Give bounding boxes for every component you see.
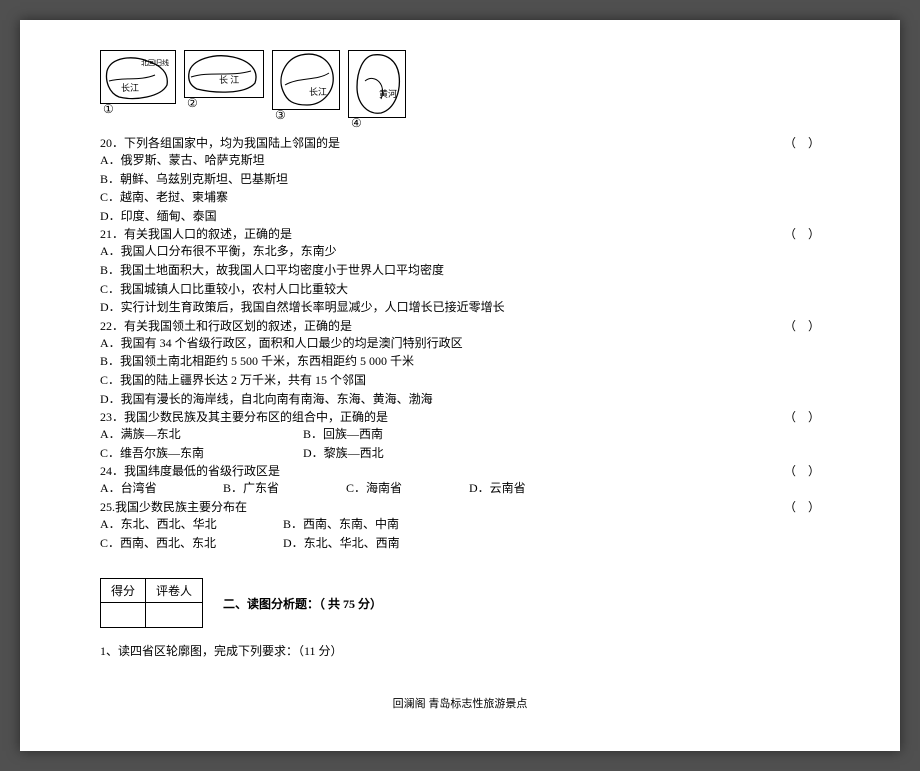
q20-options: A．俄罗斯、蒙古、哈萨克斯坦B．朝鲜、乌兹别克斯坦、巴基斯坦C．越南、老挝、柬埔…: [100, 151, 820, 225]
score-section-block: 得分 评卷人 二、读图分析题：（ 共 75 分）: [100, 578, 820, 628]
q20-opt-2: C．越南、老挝、柬埔寨: [100, 188, 820, 207]
q22-text: 22．有关我国领土和行政区划的叙述，正确的是: [100, 317, 784, 334]
q23-opt-b: B．回族—西南: [303, 427, 383, 441]
q20-paren: （ ）: [784, 134, 820, 151]
q20-opt-1: B．朝鲜、乌兹别克斯坦、巴基斯坦: [100, 170, 820, 189]
svg-text:长江: 长江: [309, 86, 327, 97]
q23-row2: C．维吾尔族—东南 D．黎族—西北: [100, 444, 820, 463]
score-col2: 评卷人: [146, 579, 203, 603]
score-col1: 得分: [101, 579, 146, 603]
q24-opt-a: A．台湾省: [100, 479, 220, 498]
q22-opt-1: B．我国领土南北相距约 5 500 千米，东西相距约 5 000 千米: [100, 352, 820, 371]
q23-stem: 23．我国少数民族及其主要分布区的组合中，正确的是 （ ）: [100, 408, 820, 425]
score-blank1: [101, 603, 146, 628]
document-page: 北回归线长江①长 江②长江③黄河④ 20．下列各组国家中，均为我国陆上邻国的是 …: [20, 20, 900, 751]
q24-text: 24．我国纬度最低的省级行政区是: [100, 462, 784, 479]
q20-stem: 20．下列各组国家中，均为我国陆上邻国的是 （ ）: [100, 134, 820, 151]
q23-text: 23．我国少数民族及其主要分布区的组合中，正确的是: [100, 408, 784, 425]
svg-text:长 江: 长 江: [219, 74, 239, 85]
q24-stem: 24．我国纬度最低的省级行政区是 （ ）: [100, 462, 820, 479]
q23-opt-d: D．黎族—西北: [303, 446, 384, 460]
score-table: 得分 评卷人: [100, 578, 203, 628]
q24-opt-b: B．广东省: [223, 479, 343, 498]
map-box-1: 北回归线长江①: [100, 50, 176, 104]
map-num: ④: [351, 116, 362, 131]
map-num: ①: [103, 102, 114, 117]
q23-paren: （ ）: [784, 408, 820, 425]
svg-text:黄河: 黄河: [379, 88, 397, 99]
q22-opt-0: A．我国有 34 个省级行政区，面积和人口最少的均是澳门特别行政区: [100, 334, 820, 353]
q20-opt-0: A．俄罗斯、蒙古、哈萨克斯坦: [100, 151, 820, 170]
q25-row2: C．西南、西北、东北 D．东北、华北、西南: [100, 534, 820, 553]
read-q1: 1、读四省区轮廓图，完成下列要求：（11 分）: [100, 642, 820, 661]
map-box-2: 长 江②: [184, 50, 264, 98]
q21-options: A．我国人口分布很不平衡，东北多，东南少B．我国土地面积大，故我国人口平均密度小…: [100, 242, 820, 316]
q24-options: A．台湾省 B．广东省 C．海南省 D．云南省: [100, 479, 820, 498]
q25-stem: 25.我国少数民族主要分布在 （ ）: [100, 498, 820, 515]
q21-opt-1: B．我国土地面积大，故我国人口平均密度小于世界人口平均密度: [100, 261, 820, 280]
q22-opt-2: C．我国的陆上疆界长达 2 万千米，共有 15 个邻国: [100, 371, 820, 390]
q20-opt-3: D．印度、缅甸、泰国: [100, 207, 820, 226]
q21-opt-2: C．我国城镇人口比重较小，农村人口比重较大: [100, 280, 820, 299]
q24-opt-c: C．海南省: [346, 479, 466, 498]
q24-opt-d: D．云南省: [469, 481, 526, 495]
svg-text:北回归线: 北回归线: [141, 58, 169, 67]
q25-opt-c: C．西南、西北、东北: [100, 534, 280, 553]
section2-title: 二、读图分析题：（ 共 75 分）: [223, 595, 382, 612]
q22-paren: （ ）: [784, 317, 820, 334]
q22-options: A．我国有 34 个省级行政区，面积和人口最少的均是澳门特别行政区B．我国领土南…: [100, 334, 820, 408]
q25-opt-b: B．西南、东南、中南: [283, 517, 399, 531]
q25-opt-d: D．东北、华北、西南: [283, 536, 400, 550]
map-thumbnails-row: 北回归线长江①长 江②长江③黄河④: [100, 50, 820, 118]
q21-paren: （ ）: [784, 225, 820, 242]
q25-row1: A．东北、西北、华北 B．西南、东南、中南: [100, 515, 820, 534]
q22-opt-3: D．我国有漫长的海岸线，自北向南有南海、东海、黄海、渤海: [100, 390, 820, 409]
score-blank2: [146, 603, 203, 628]
q25-paren: （ ）: [784, 498, 820, 515]
map-num: ②: [187, 96, 198, 111]
q25-text: 25.我国少数民族主要分布在: [100, 498, 784, 515]
q23-row1: A．满族—东北 B．回族—西南: [100, 425, 820, 444]
q20-text: 20．下列各组国家中，均为我国陆上邻国的是: [100, 134, 784, 151]
map-box-4: 黄河④: [348, 50, 406, 118]
q21-opt-3: D．实行计划生育政策后，我国自然增长率明显减少，人口增长已接近零增长: [100, 298, 820, 317]
q21-text: 21．有关我国人口的叙述，正确的是: [100, 225, 784, 242]
svg-text:长江: 长江: [121, 82, 139, 93]
q25-opt-a: A．东北、西北、华北: [100, 515, 280, 534]
map-box-3: 长江③: [272, 50, 340, 110]
q21-opt-0: A．我国人口分布很不平衡，东北多，东南少: [100, 242, 820, 261]
q21-stem: 21．有关我国人口的叙述，正确的是 （ ）: [100, 225, 820, 242]
q23-opt-c: C．维吾尔族—东南: [100, 444, 300, 463]
q24-paren: （ ）: [784, 462, 820, 479]
map-num: ③: [275, 108, 286, 123]
footer-text: 回澜阁 青岛标志性旅游景点: [100, 695, 820, 711]
q22-stem: 22．有关我国领土和行政区划的叙述，正确的是 （ ）: [100, 317, 820, 334]
q23-opt-a: A．满族—东北: [100, 425, 300, 444]
